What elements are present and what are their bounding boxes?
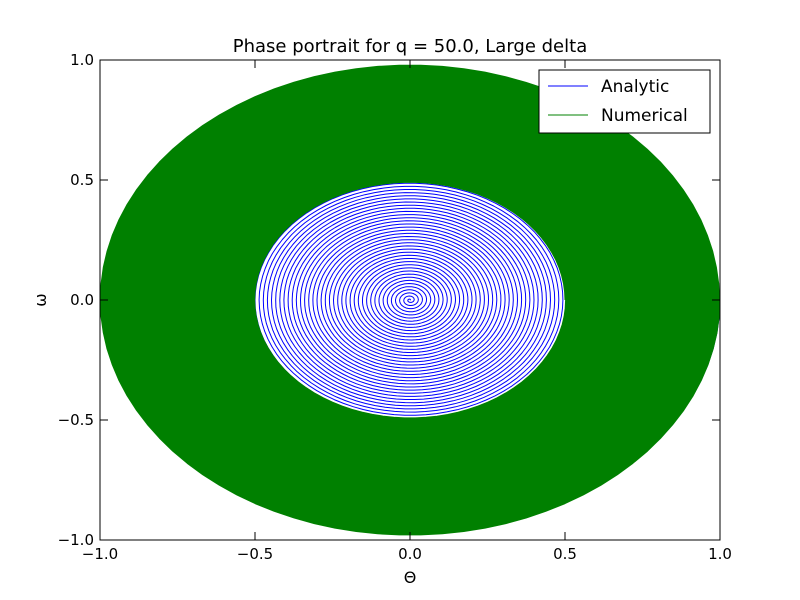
y-tick-label-3: 0.5 — [70, 171, 94, 189]
axis-ticks — [99, 59, 721, 541]
chart-title: Phase portrait for q = 50.0, Large delta — [233, 36, 587, 57]
legend-label-analytic: Analytic — [601, 77, 669, 97]
y-axis-label: ω — [31, 293, 50, 306]
x-tick-label-2: 0.0 — [398, 545, 422, 563]
x-tick-label-1: −0.5 — [237, 545, 273, 563]
legend-label-numerical: Numerical — [601, 106, 688, 126]
x-axis-label: Θ — [404, 568, 417, 587]
x-tick-label-0: −1.0 — [82, 545, 118, 563]
y-tick-label-2: 0.0 — [70, 291, 94, 309]
y-tick-label-0: −1.0 — [58, 531, 94, 549]
y-tick-label-4: 1.0 — [70, 51, 94, 69]
series-layer — [100, 64, 720, 536]
series-line-numerical — [100, 64, 720, 536]
legend-box — [538, 69, 711, 134]
x-tick-label-3: 0.5 — [553, 545, 577, 563]
y-tick-label-1: −0.5 — [58, 411, 94, 429]
legend: Analytic Numerical — [538, 69, 711, 134]
x-tick-label-4: 1.0 — [708, 545, 732, 563]
